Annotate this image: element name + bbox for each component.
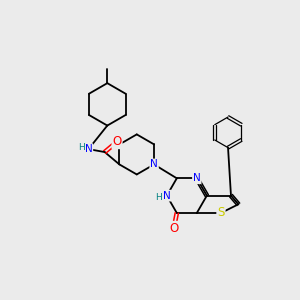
Text: O: O — [169, 222, 178, 235]
Text: H: H — [78, 143, 85, 152]
Text: O: O — [112, 135, 122, 148]
Text: N: N — [163, 190, 171, 201]
Text: S: S — [217, 206, 225, 220]
Text: N: N — [150, 159, 158, 170]
Text: N: N — [193, 173, 201, 183]
Text: N: N — [85, 144, 92, 154]
Text: H: H — [155, 193, 162, 202]
